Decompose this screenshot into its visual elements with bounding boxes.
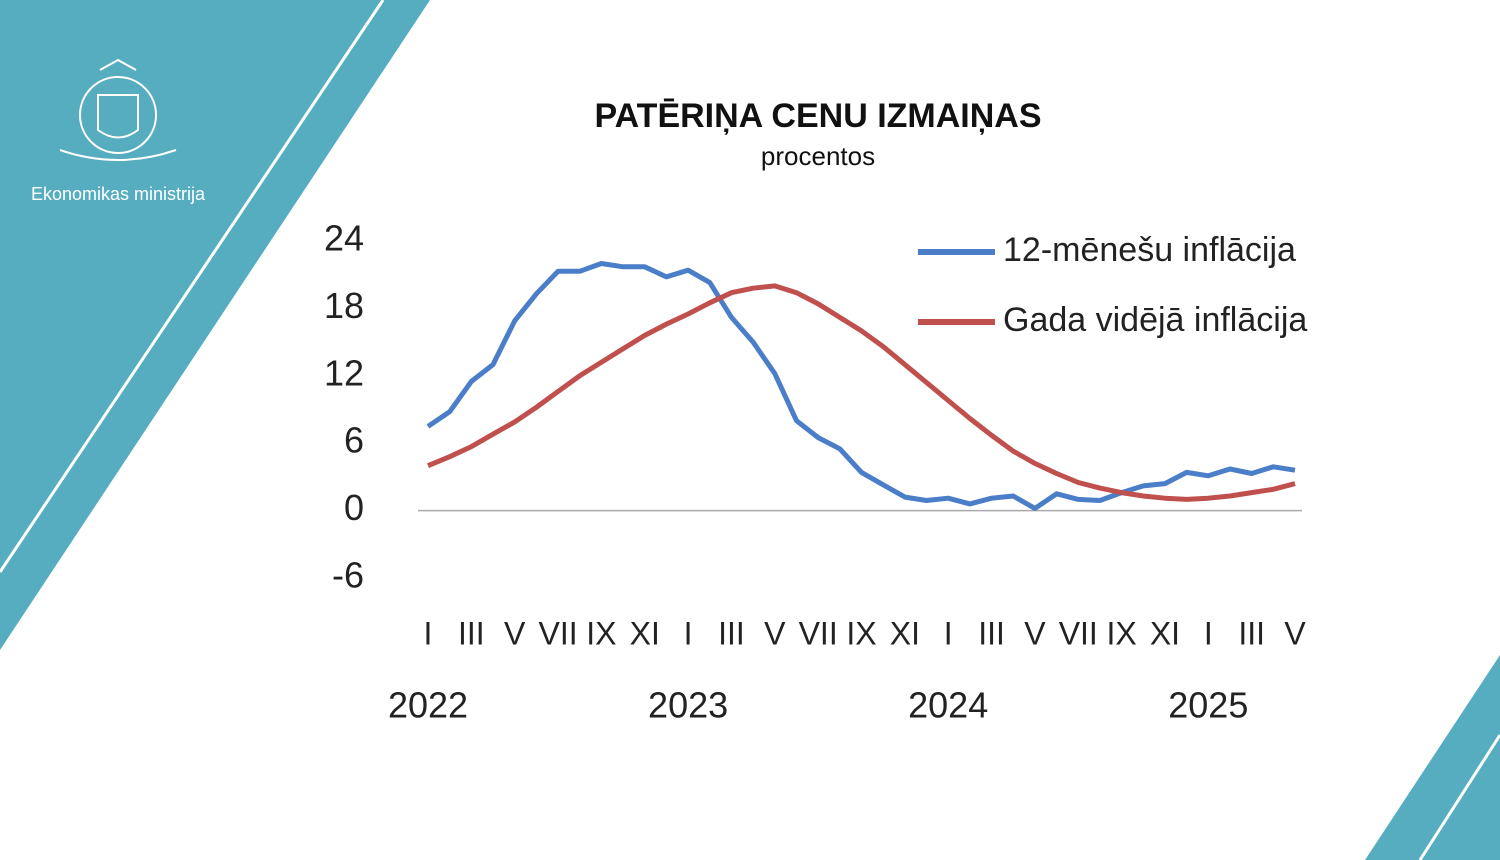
x-tick-label: I <box>424 615 433 651</box>
y-tick-label: -6 <box>332 555 364 596</box>
x-tick-label: III <box>978 615 1005 651</box>
x-tick-label: I <box>684 615 693 651</box>
x-tick-label: XI <box>1150 615 1180 651</box>
chart-title: PATĒRIŅA CENU IZMAIŅAS <box>594 97 1041 135</box>
x-tick-label: III <box>458 615 485 651</box>
y-tick-label: 24 <box>324 218 364 259</box>
chart-subtitle: procentos <box>761 141 875 171</box>
y-tick-label: 0 <box>344 487 364 528</box>
x-tick-label: XI <box>630 615 660 651</box>
x-tick-label: V <box>504 615 526 651</box>
decor-line <box>1418 734 1500 860</box>
x-tick-label: VII <box>1059 615 1098 651</box>
x-tick-label: VII <box>538 615 577 651</box>
x-tick-label: XI <box>890 615 920 651</box>
year-label: 2022 <box>388 685 468 726</box>
legend-label: 12-mēnešu inflācija <box>1003 231 1296 269</box>
x-tick-label: V <box>1024 615 1046 651</box>
year-label: 2023 <box>648 685 728 726</box>
x-tick-label: V <box>764 615 786 651</box>
y-tick-label: 6 <box>344 420 364 461</box>
series-line <box>426 261 1296 511</box>
year-label: 2024 <box>908 685 988 726</box>
org-name: Ekonomikas ministrija <box>31 184 206 204</box>
x-tick-label: III <box>718 615 745 651</box>
background-band <box>1365 655 1500 860</box>
x-tick-label: I <box>1204 615 1213 651</box>
x-tick-label: IX <box>1106 615 1136 651</box>
x-tick-label: IX <box>846 615 876 651</box>
x-tick-label: I <box>944 615 953 651</box>
y-tick-label: 18 <box>324 285 364 326</box>
decor-line <box>0 0 385 573</box>
logo <box>59 58 177 161</box>
background-band <box>0 0 430 650</box>
x-tick-label: III <box>1238 615 1265 651</box>
x-tick-label: IX <box>586 615 616 651</box>
x-tick-label: V <box>1284 615 1306 651</box>
x-tick-label: VII <box>799 615 838 651</box>
year-label: 2025 <box>1168 685 1248 726</box>
series-line <box>427 283 1296 502</box>
legend-label: Gada vidējā inflācija <box>1003 301 1307 339</box>
y-tick-label: 12 <box>324 352 364 393</box>
